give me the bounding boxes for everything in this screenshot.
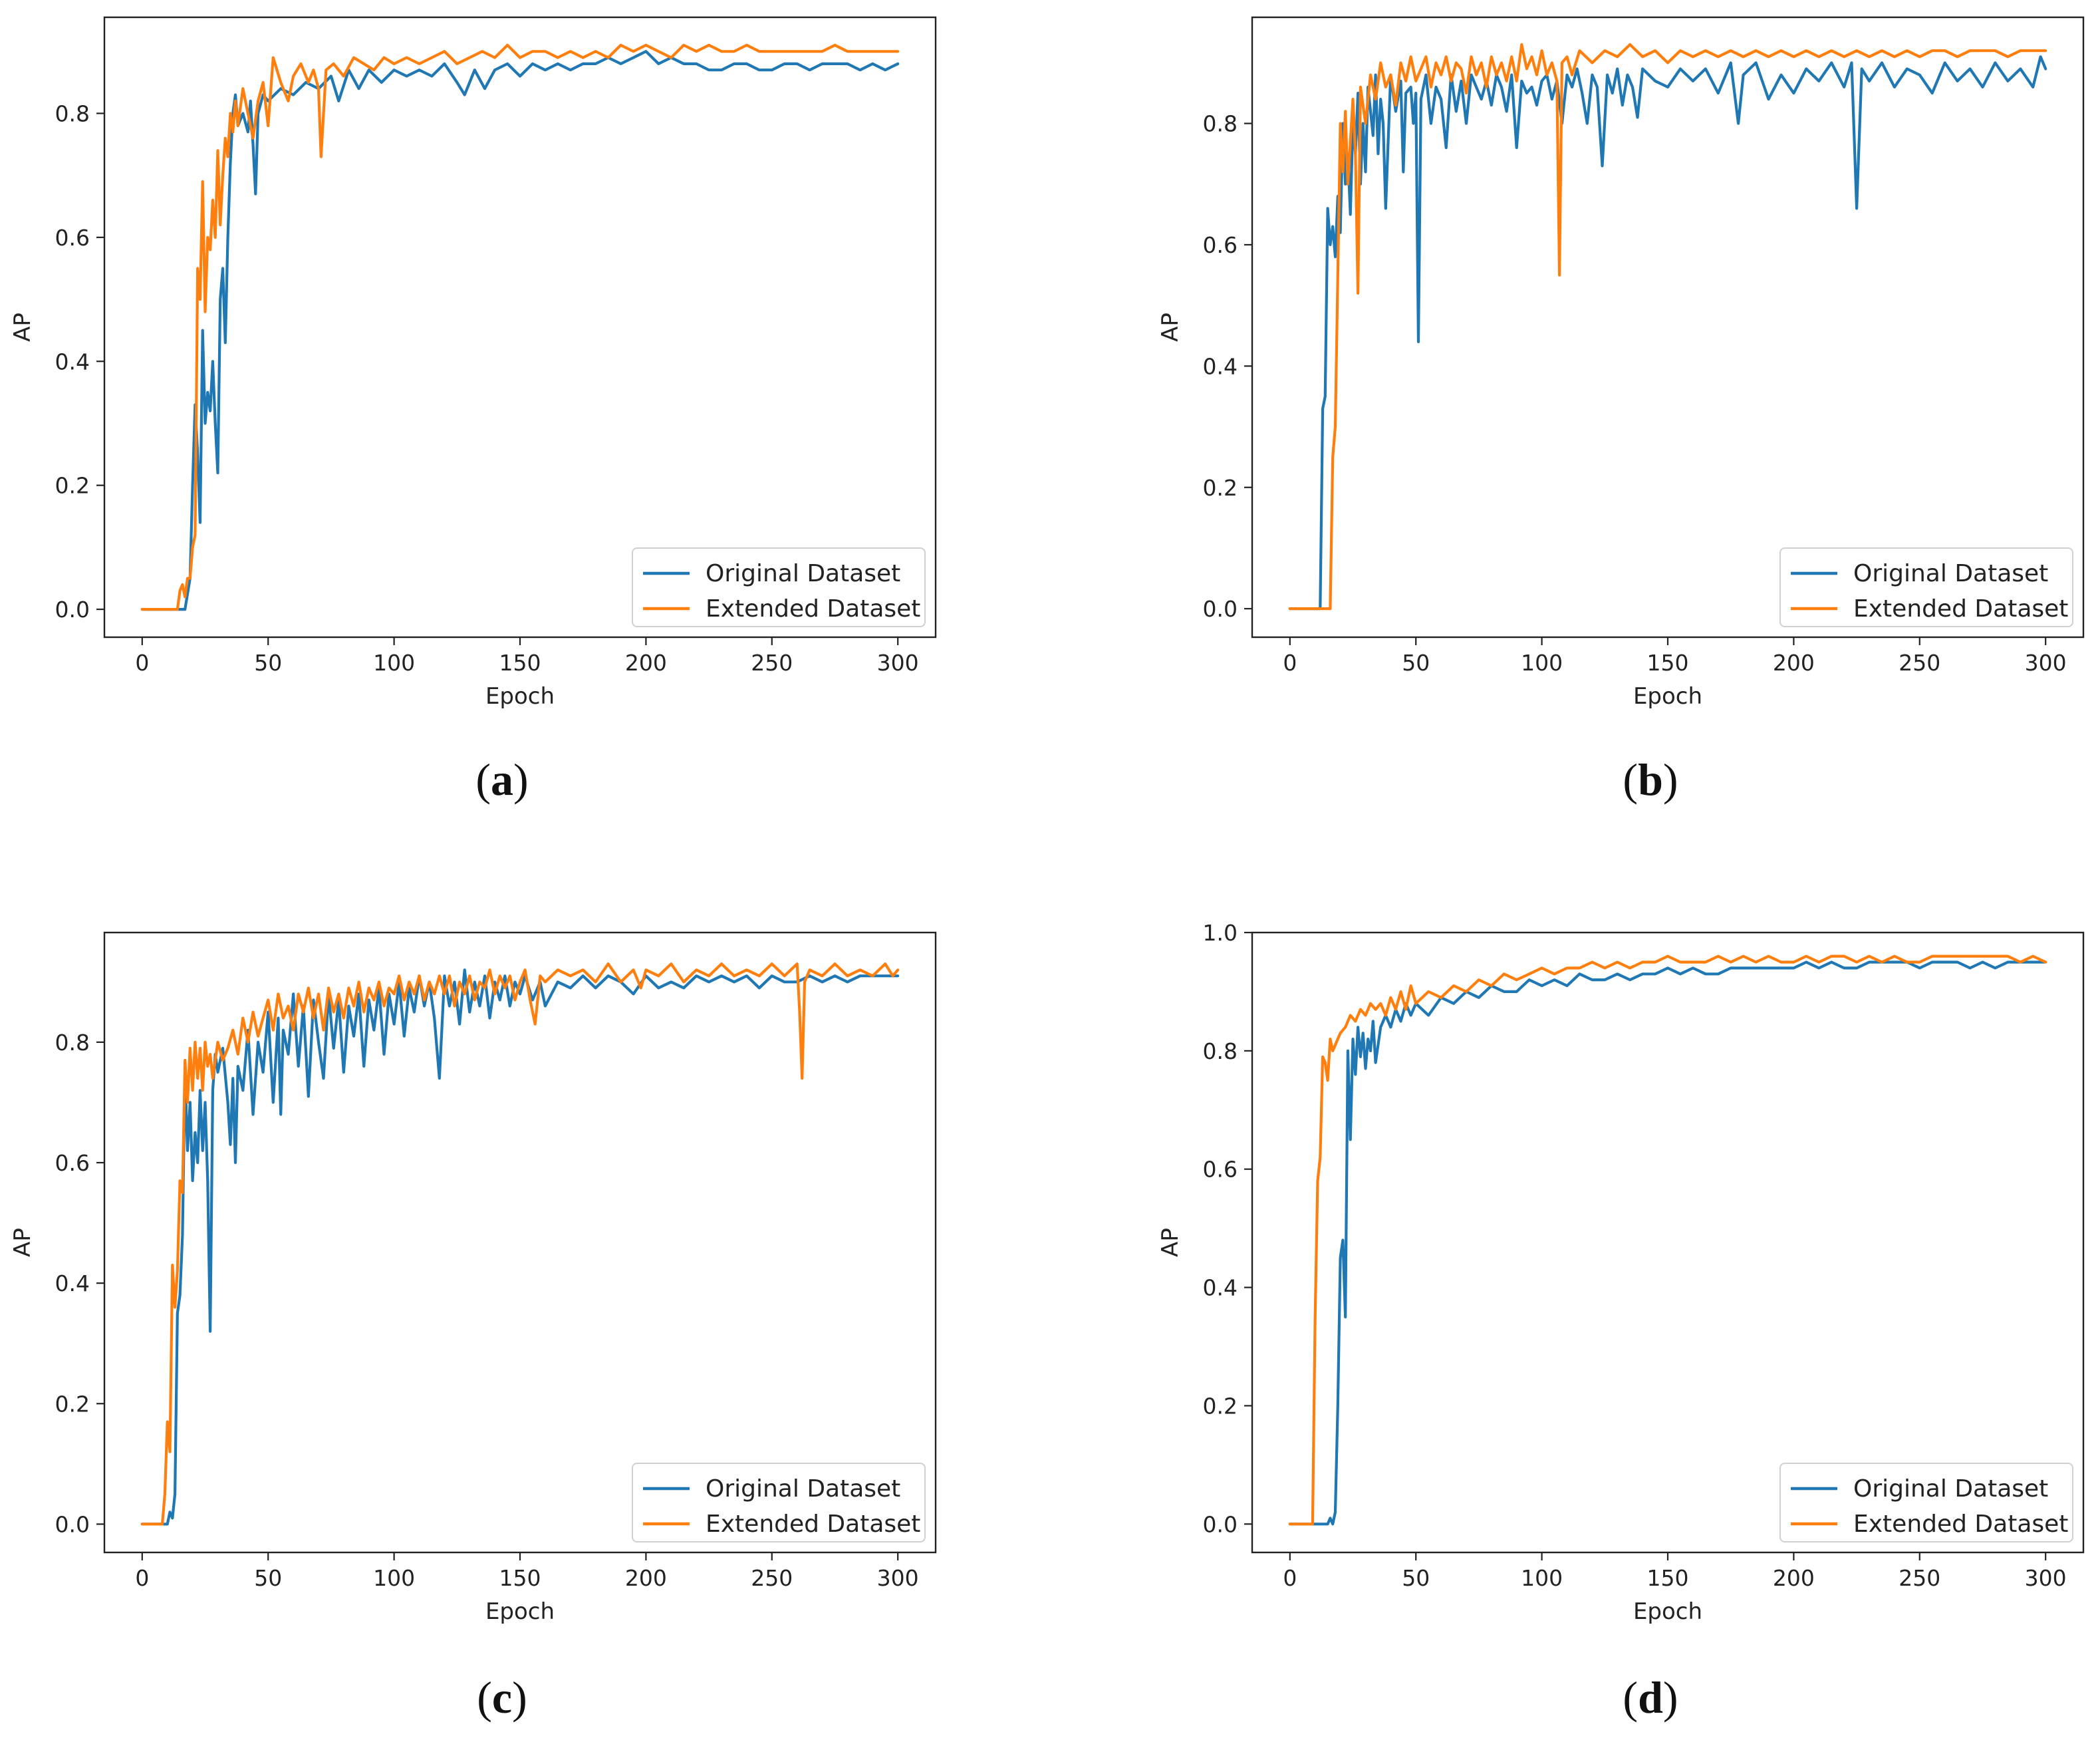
y-tick-label: 0.2 — [55, 473, 90, 499]
x-tick-label: 100 — [1521, 650, 1563, 676]
x-tick-label: 300 — [877, 650, 919, 676]
x-tick-label: 200 — [1773, 650, 1815, 676]
legend-label-original: Original Dataset — [706, 1475, 900, 1503]
chart-panel-d: 0 50 100 150 200 250 300 0.0 0.2 0.4 0.6 0.8 1.0 Epoc… — [1157, 920, 2085, 1625]
legend-label-original: Original Dataset — [1853, 1475, 2048, 1503]
legend: Original Dataset Extended Dataset — [1779, 1463, 2073, 1542]
x-tick-label: 0 — [1283, 1565, 1297, 1591]
y-axis-label: AP — [9, 1228, 36, 1257]
legend: Original Dataset Extended Dataset — [632, 1463, 926, 1542]
legend: Original Dataset Extended Dataset — [1779, 547, 2073, 627]
legend: Original Dataset Extended Dataset — [632, 547, 926, 627]
y-tick-label: 0.2 — [55, 1391, 90, 1417]
x-tick-label: 200 — [1773, 1565, 1815, 1591]
series-line-original — [1288, 55, 2047, 611]
y-tick-label: 0.6 — [1203, 232, 1238, 258]
x-tick-label: 100 — [1521, 1565, 1563, 1591]
legend-box — [632, 547, 926, 627]
x-axis-label: Epoch — [1633, 683, 1702, 710]
x-tick-label: 150 — [1647, 650, 1689, 676]
x-tick-label: 0 — [1283, 650, 1297, 676]
y-tick-label: 0.8 — [55, 1030, 90, 1056]
y-tick-label: 1.0 — [1203, 920, 1238, 946]
series-line-extended — [1288, 43, 2047, 611]
legend-label-extended: Extended Dataset — [1853, 1511, 2068, 1538]
y-tick-label: 0.0 — [55, 597, 90, 623]
y-tick-label: 0.4 — [55, 349, 90, 374]
x-tick-label: 200 — [625, 650, 667, 676]
x-tick-label: 150 — [499, 650, 541, 676]
x-axis-label: Epoch — [485, 683, 555, 710]
series-line-extended — [140, 962, 900, 1526]
chart-panel-c: 0 50 100 150 200 250 300 0.0 0.2 0.4 0.6 0.8 Epoch AP… — [9, 931, 937, 1625]
y-tick-label: 0.8 — [1203, 111, 1238, 137]
x-tick-label: 250 — [751, 650, 793, 676]
y-tick-label: 0.2 — [1203, 475, 1238, 501]
x-tick-label: 50 — [254, 650, 282, 676]
y-axis-label: AP — [1157, 1228, 1184, 1257]
x-tick-label: 50 — [1402, 1565, 1430, 1591]
chart-panel-b: 0 50 100 150 200 250 300 0.0 0.2 0.4 0.6 0.8 Epoch AP… — [1157, 16, 2085, 710]
legend-box — [632, 1463, 926, 1542]
x-tick-label: 200 — [625, 1565, 667, 1591]
panel-label-a: (a) — [475, 754, 528, 805]
panel-label-b: (b) — [1623, 754, 1678, 805]
legend-label-original: Original Dataset — [1853, 560, 2048, 587]
x-tick-label: 150 — [1647, 1565, 1689, 1591]
series-line-extended — [140, 43, 900, 611]
y-tick-label: 0.4 — [1203, 353, 1238, 379]
x-axis-label: Epoch — [485, 1598, 555, 1625]
y-axis-label: AP — [9, 313, 36, 342]
y-tick-label: 0.0 — [55, 1511, 90, 1537]
x-tick-label: 0 — [135, 1565, 149, 1591]
y-tick-label: 0.6 — [55, 1150, 90, 1176]
legend-box — [1779, 1463, 2073, 1542]
y-axis-label: AP — [1157, 313, 1184, 342]
x-tick-label: 50 — [254, 1565, 282, 1591]
legend-label-extended: Extended Dataset — [706, 595, 920, 623]
series-line-extended — [1288, 954, 2047, 1526]
legend-label-extended: Extended Dataset — [1853, 595, 2068, 623]
x-tick-label: 300 — [2025, 650, 2067, 676]
x-tick-label: 100 — [373, 650, 415, 676]
y-tick-label: 0.6 — [1203, 1157, 1238, 1183]
y-tick-label: 0.4 — [1203, 1275, 1238, 1301]
x-tick-label: 100 — [373, 1565, 415, 1591]
x-tick-label: 150 — [499, 1565, 541, 1591]
x-tick-label: 0 — [135, 650, 149, 676]
x-tick-label: 250 — [1899, 650, 1940, 676]
y-tick-label: 0.4 — [55, 1270, 90, 1296]
panel-label-d: (d) — [1623, 1672, 1678, 1723]
y-tick-label: 0.0 — [1203, 596, 1238, 622]
x-tick-label: 250 — [1899, 1565, 1940, 1591]
x-tick-label: 300 — [877, 1565, 919, 1591]
legend-label-original: Original Dataset — [706, 560, 900, 587]
x-axis-label: Epoch — [1633, 1598, 1702, 1625]
legend-box — [1779, 547, 2073, 627]
x-tick-label: 50 — [1402, 650, 1430, 676]
y-tick-label: 0.6 — [55, 225, 90, 251]
series-line-original — [140, 50, 900, 611]
legend-label-extended: Extended Dataset — [706, 1511, 920, 1538]
y-tick-label: 0.0 — [1203, 1511, 1238, 1537]
x-tick-label: 250 — [751, 1565, 793, 1591]
y-tick-label: 0.2 — [1203, 1393, 1238, 1419]
x-tick-label: 300 — [2025, 1565, 2067, 1591]
y-tick-label: 0.8 — [55, 100, 90, 126]
panel-label-c: (c) — [477, 1672, 527, 1723]
y-tick-label: 0.8 — [1203, 1038, 1238, 1064]
chart-panel-a: 0 50 100 150 200 250 300 0.0 0.2 0.4 0.6 0.8 Epoch AP… — [9, 16, 937, 710]
